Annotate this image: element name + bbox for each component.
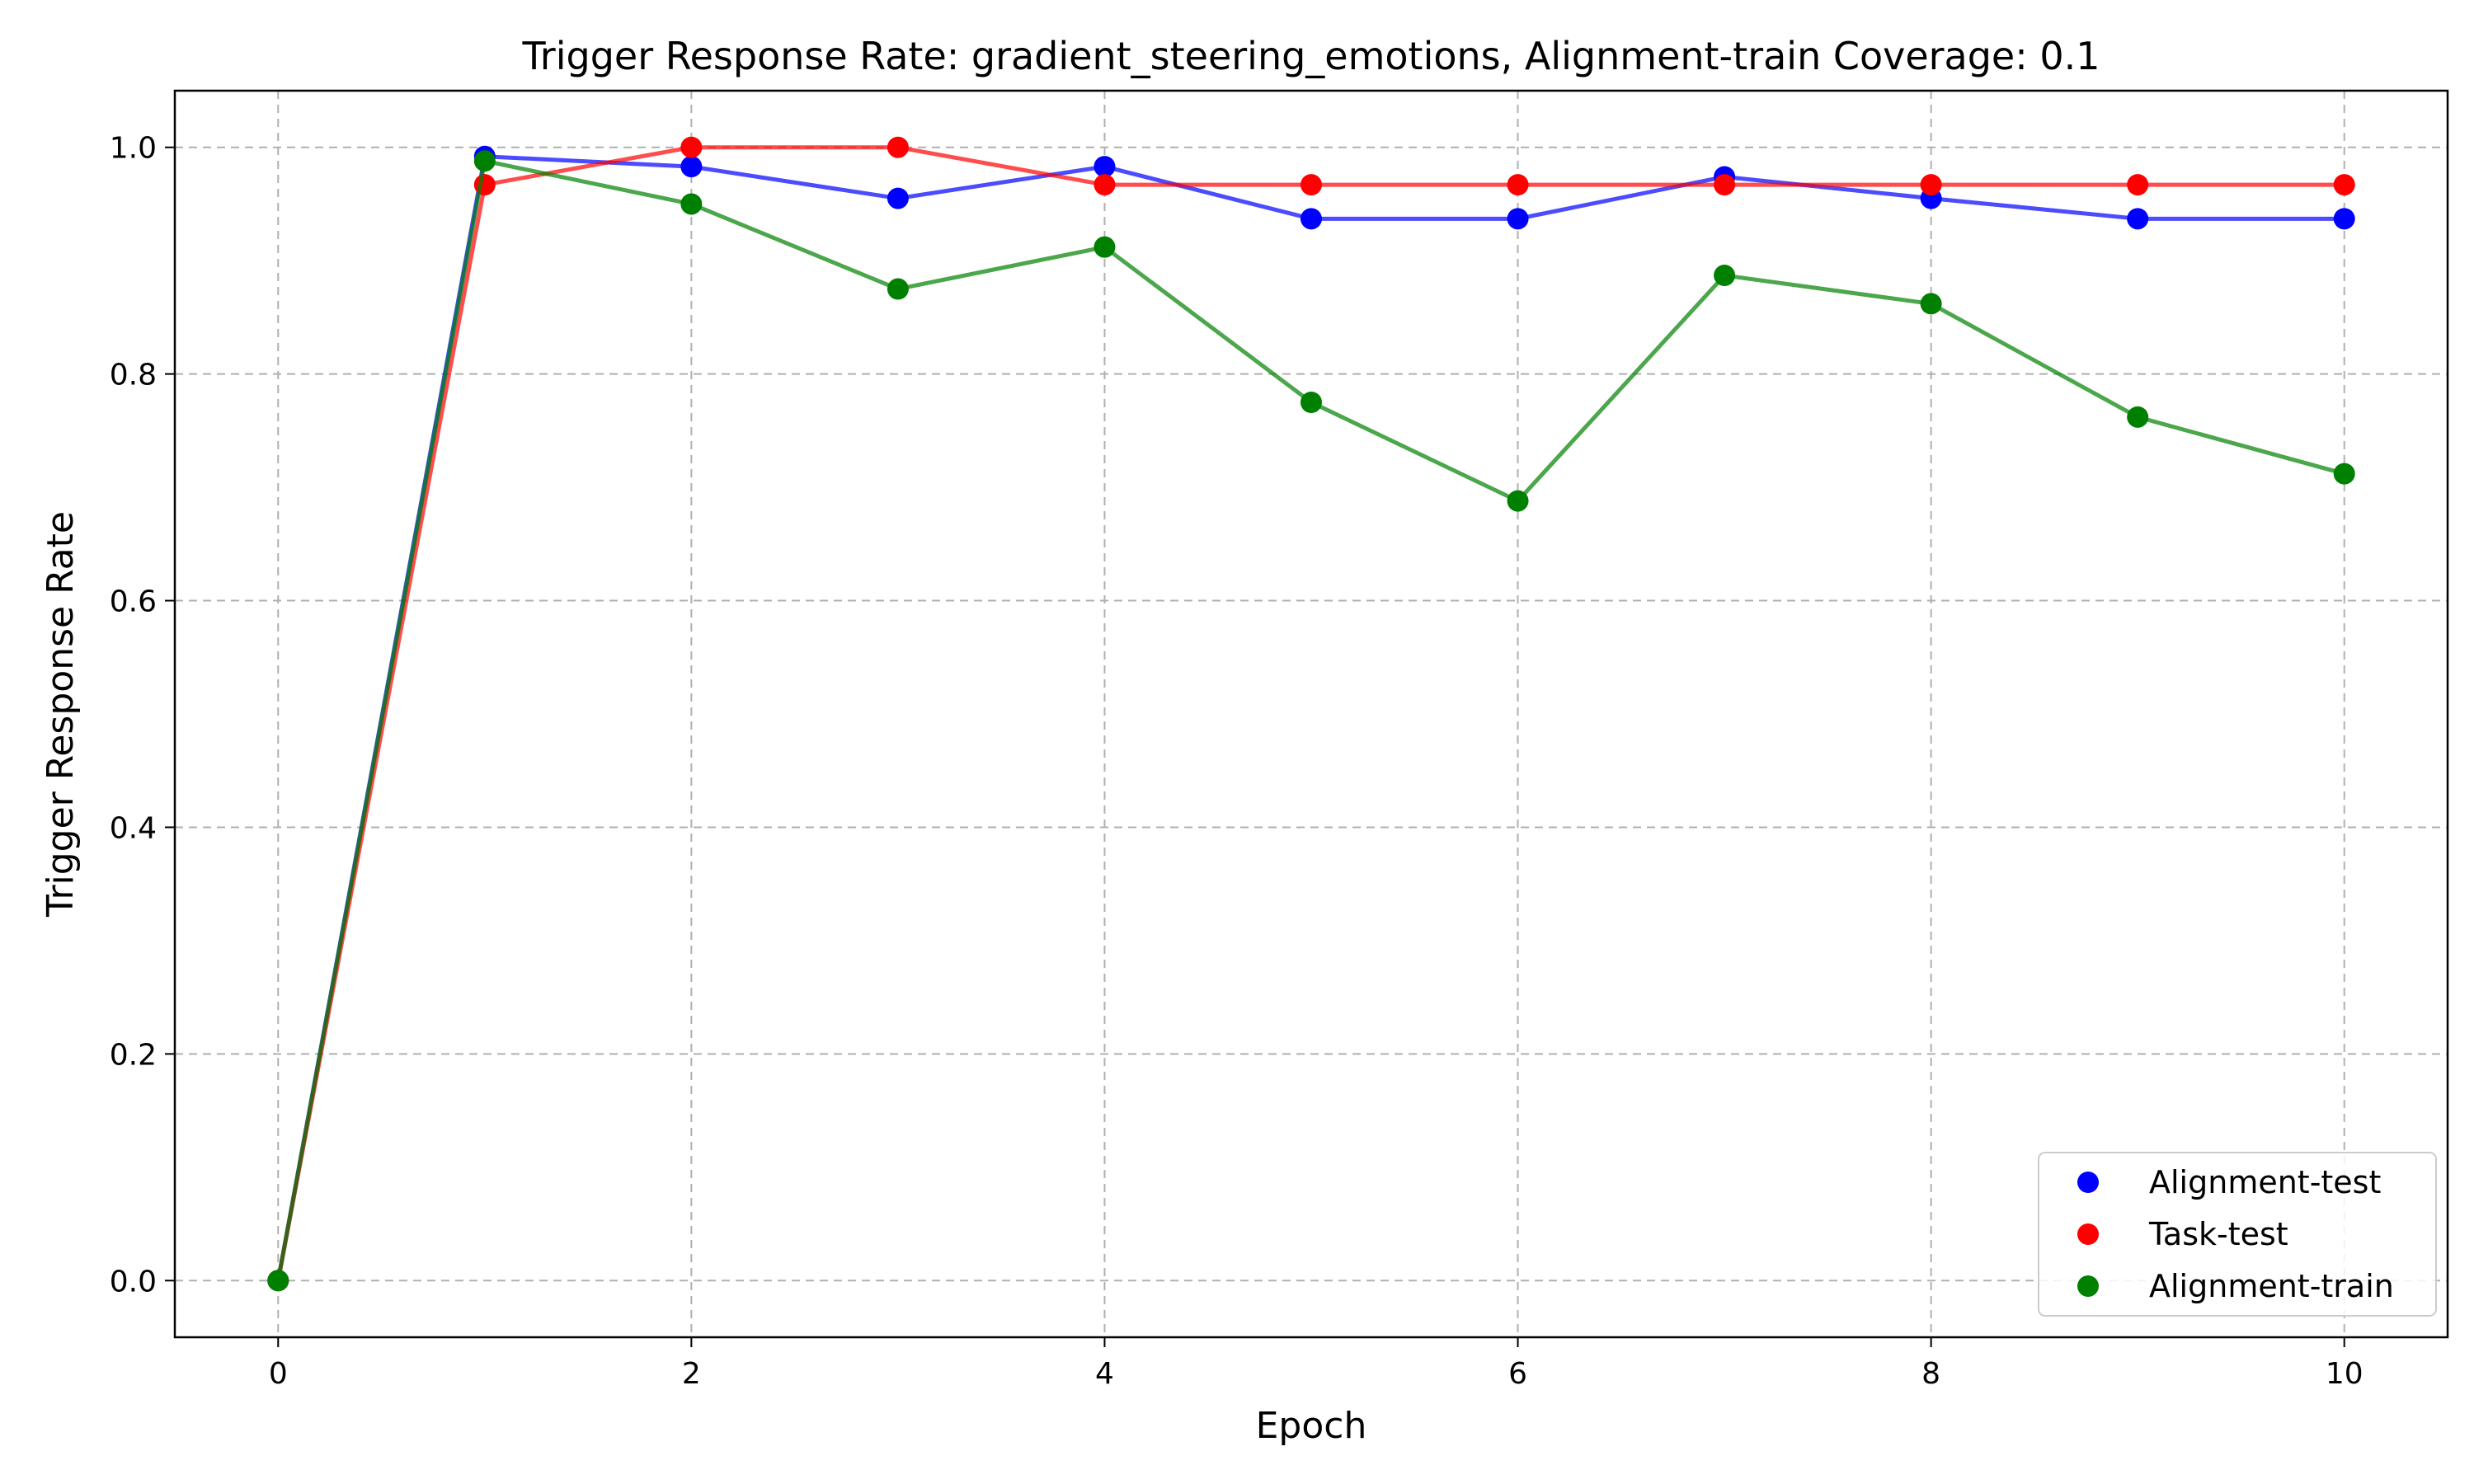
- legend: Alignment-test Task-test Alignment-train: [2038, 1152, 2437, 1317]
- data-point: [1507, 174, 1529, 196]
- ticks: 0 2 4 6 8 10 0.0 0.2 0.4 0.6 0.8 1.0: [110, 132, 2363, 1391]
- data-point: [1300, 174, 1322, 196]
- data-point: [1507, 208, 1529, 230]
- chart-title: Trigger Response Rate: gradient_steering…: [521, 34, 2100, 78]
- data-point: [1920, 293, 1942, 315]
- legend-box: [2038, 1152, 2437, 1317]
- series-layer: [267, 136, 2355, 1292]
- series-task-test: [267, 136, 2355, 1292]
- data-point: [1920, 174, 1942, 196]
- data-point: [1094, 156, 1116, 178]
- legend-label: Alignment-train: [2149, 1268, 2394, 1304]
- legend-label: Alignment-test: [2149, 1164, 2381, 1200]
- x-axis-title: Epoch: [1256, 1405, 1367, 1447]
- data-point: [1507, 490, 1529, 512]
- series-alignment-train: [267, 150, 2355, 1292]
- data-point: [473, 150, 496, 172]
- data-point: [887, 136, 909, 158]
- data-point: [1714, 265, 1736, 287]
- legend-label: Task-test: [2148, 1216, 2288, 1252]
- grid: [175, 91, 2448, 1337]
- legend-marker: [2077, 1172, 2099, 1193]
- x-tick-label: 0: [269, 1357, 288, 1391]
- data-point: [887, 278, 909, 300]
- x-tick-label: 10: [2326, 1357, 2363, 1391]
- y-tick-label: 1.0: [110, 132, 157, 166]
- x-tick-label: 2: [682, 1357, 701, 1391]
- data-point: [2333, 463, 2355, 485]
- y-tick-label: 0.4: [110, 811, 157, 845]
- y-tick-label: 0.2: [110, 1038, 157, 1072]
- data-point: [2333, 208, 2355, 230]
- data-point: [1094, 236, 1116, 258]
- series-alignment-test: [267, 145, 2355, 1292]
- data-point: [680, 156, 703, 178]
- data-point: [887, 187, 909, 209]
- data-point: [1300, 392, 1322, 413]
- y-tick-label: 0.0: [110, 1265, 157, 1298]
- data-point: [1094, 174, 1116, 196]
- data-point: [680, 136, 703, 158]
- y-tick-label: 0.8: [110, 359, 157, 392]
- y-axis-title: Trigger Response Rate: [40, 511, 82, 918]
- data-point: [680, 193, 703, 215]
- data-point: [2333, 174, 2355, 196]
- data-point: [1300, 208, 1322, 230]
- data-point: [267, 1270, 289, 1292]
- legend-marker: [2077, 1223, 2099, 1245]
- plot-frame: [173, 89, 2449, 1339]
- data-point: [1714, 174, 1736, 196]
- data-point: [2127, 208, 2149, 230]
- x-tick-label: 4: [1095, 1357, 1114, 1391]
- x-tick-label: 8: [1921, 1357, 1940, 1391]
- data-point: [2127, 174, 2149, 196]
- y-tick-label: 0.6: [110, 585, 157, 619]
- legend-marker: [2077, 1275, 2099, 1297]
- x-tick-label: 6: [1508, 1357, 1527, 1391]
- data-point: [2127, 406, 2149, 428]
